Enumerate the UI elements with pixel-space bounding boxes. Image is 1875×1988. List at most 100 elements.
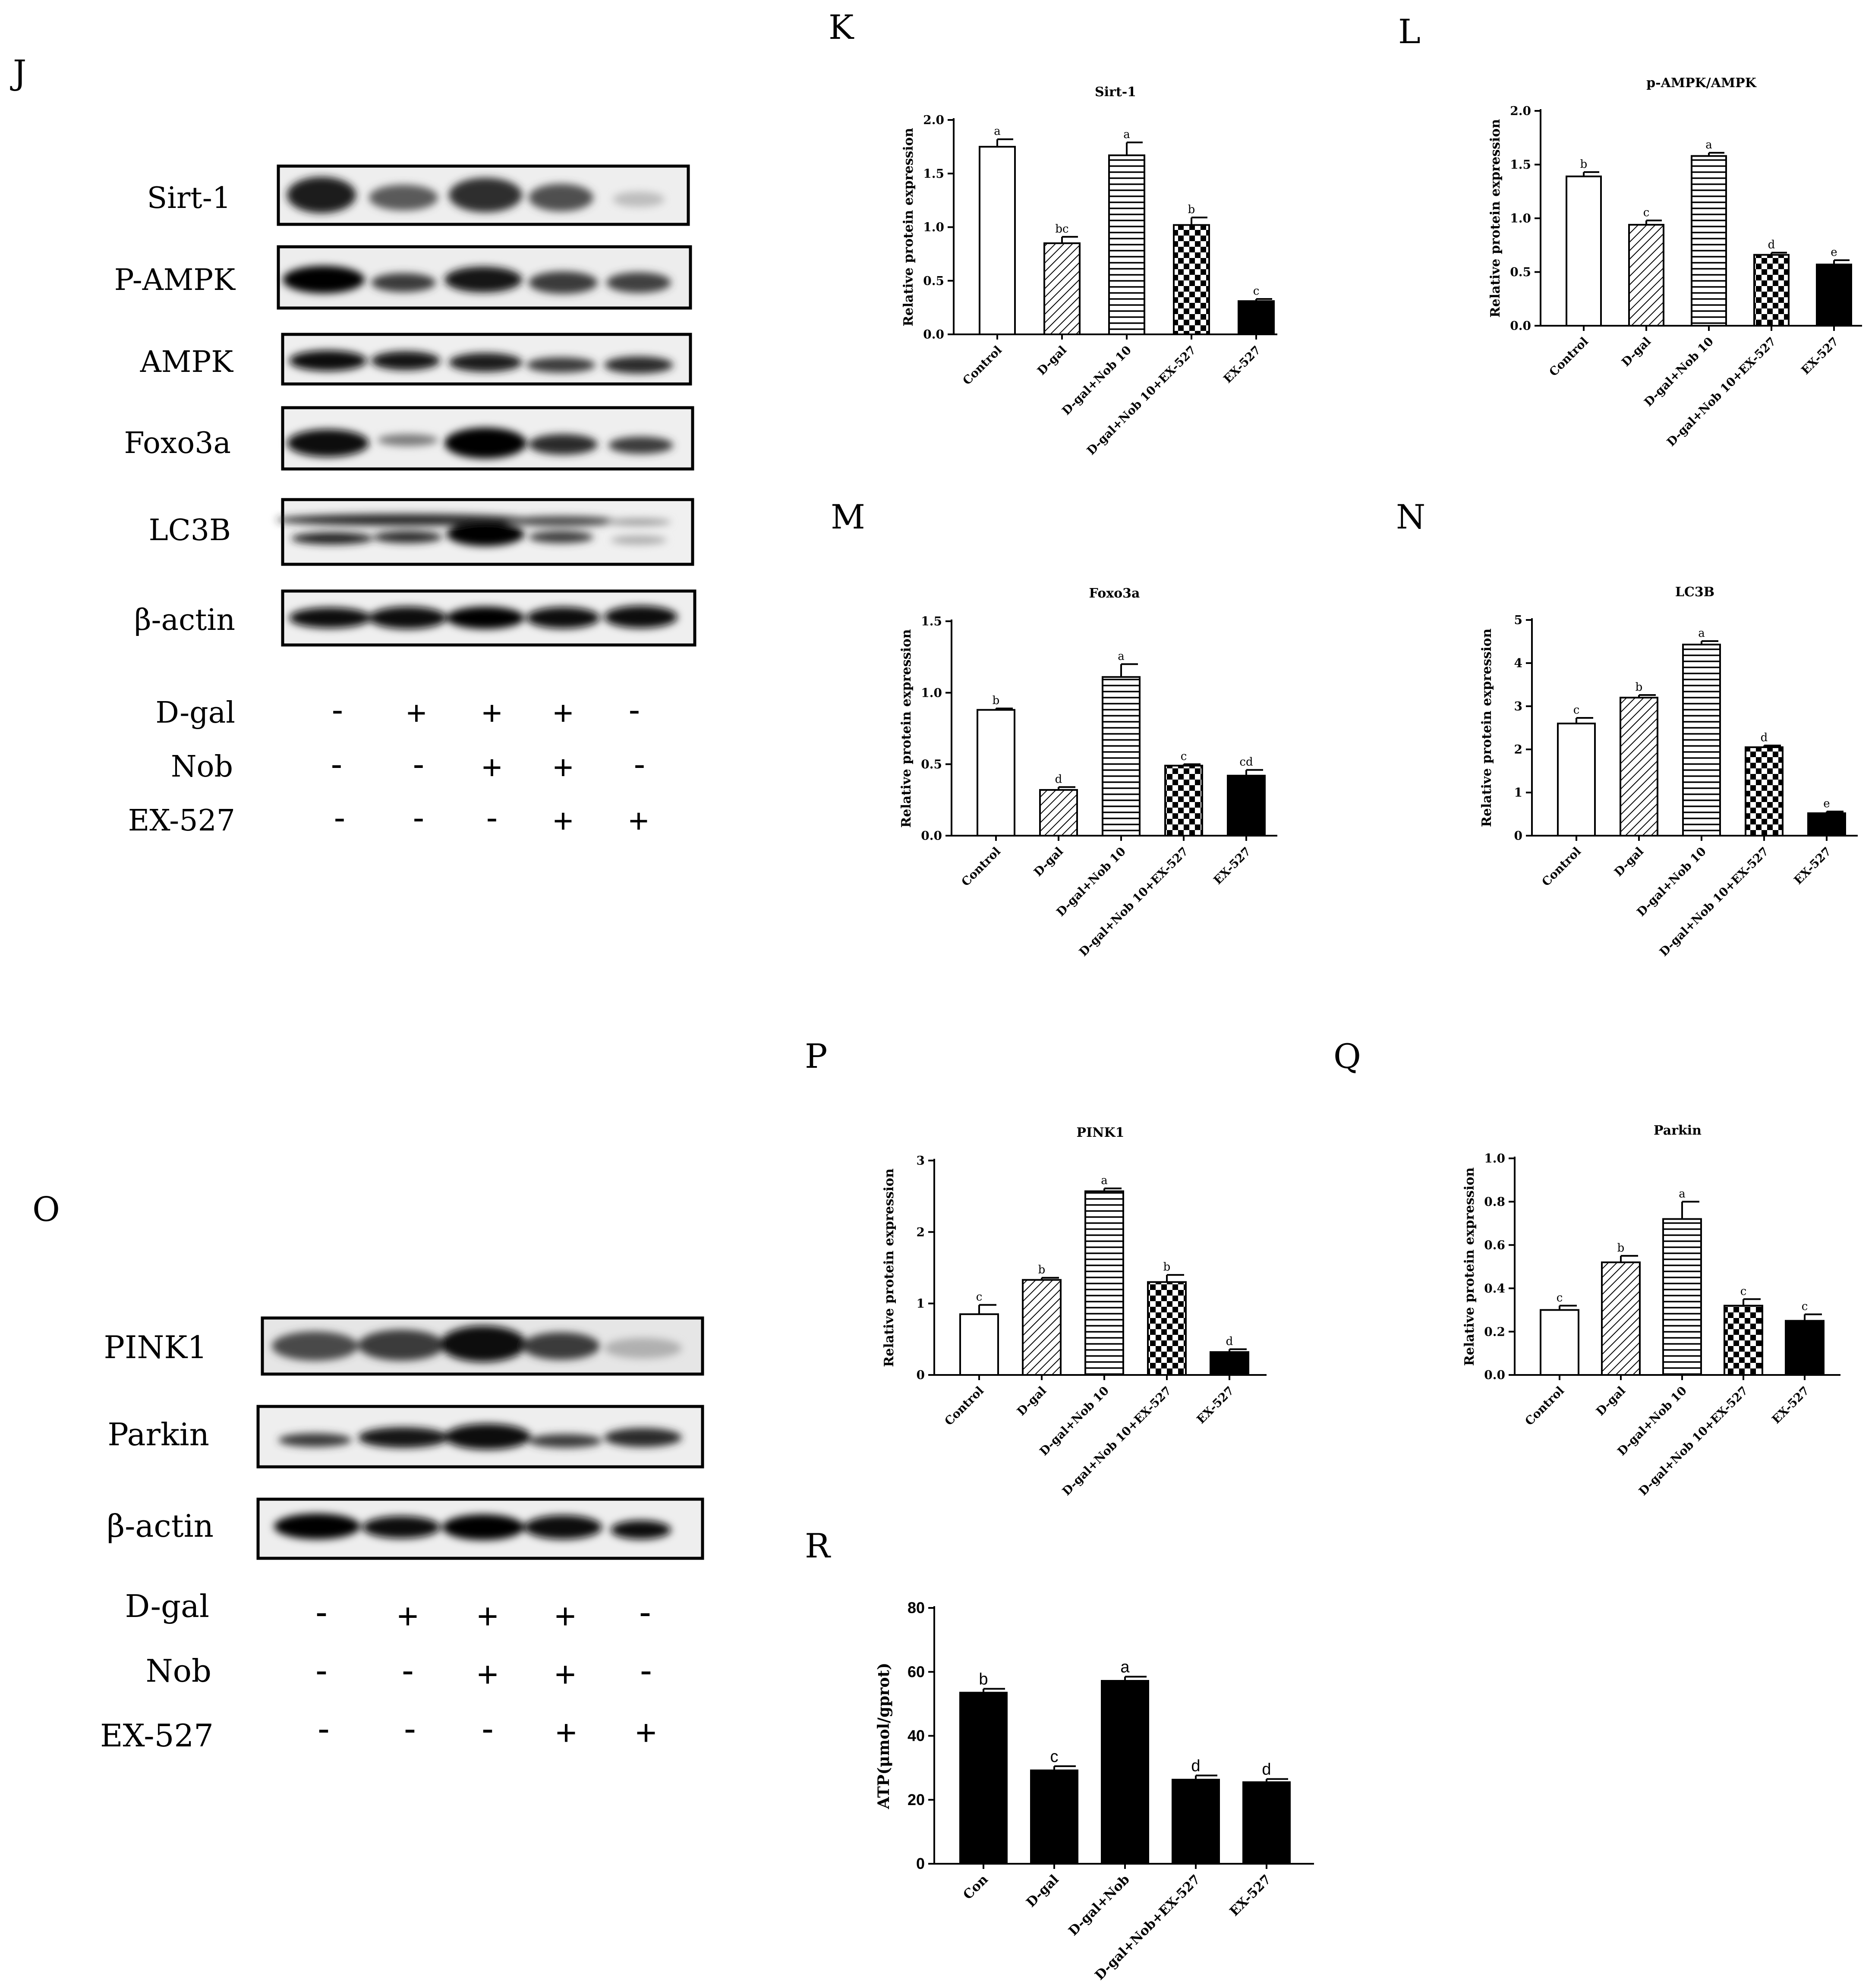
condition-sign: - (315, 1592, 328, 1632)
y-tick-label: 0 (917, 1368, 925, 1382)
bar (1601, 1261, 1641, 1376)
significance-letter: a (1123, 128, 1130, 141)
panel-letter-O: O (32, 1190, 60, 1229)
blot-strip-parkin (256, 1405, 704, 1469)
significance-letter: c (1802, 1300, 1808, 1313)
significance-letter: c (1643, 206, 1650, 219)
y-axis-label: Relative protein expression (1479, 629, 1494, 827)
condition-sign: + (553, 748, 574, 786)
condition-sign: + (482, 694, 502, 732)
y-tick-label: 1.5 (921, 614, 942, 629)
y-tick-label: 1 (1514, 786, 1522, 800)
y-tick-label: 20 (908, 1791, 925, 1809)
bar (1785, 1320, 1825, 1376)
significance-letter: a (1705, 138, 1712, 151)
x-category-label: Control (1539, 845, 1584, 889)
bar (1210, 1351, 1249, 1376)
condition-sign: + (477, 1654, 498, 1695)
significance-letter: c (1253, 285, 1260, 298)
chart-title: p-AMPK/AMPK (1646, 75, 1757, 91)
bar (1164, 764, 1203, 837)
condition-sign-row: - - - + + (334, 798, 649, 840)
significance-letter: c (1050, 1748, 1059, 1766)
condition-sign: - (634, 745, 646, 783)
significance-letter: d (1262, 1761, 1271, 1779)
condition-label: D-gal (125, 1588, 209, 1624)
significance-letter: b (1188, 203, 1195, 216)
x-category-label: D-gal+Nob 10+EX-527 (1077, 845, 1191, 959)
bar (1102, 676, 1141, 837)
y-axis-label: Relative protein expression (899, 629, 914, 827)
x-category-label: D-gal+Nob 10+EX-527 (1084, 343, 1199, 458)
bar (1173, 224, 1210, 336)
condition-sign: + (407, 694, 427, 732)
bar-chart-sirt1: Sirt-1 Relative protein expression 0.0 0.5 1… (901, 85, 1277, 458)
panel-letter-M: M (831, 498, 865, 537)
significance-letter: a (1118, 650, 1125, 663)
condition-sign: - (334, 798, 346, 837)
y-tick-label: 0 (1514, 829, 1522, 843)
x-category-label: D-gal (1619, 335, 1654, 369)
significance-letter: cd (1239, 756, 1253, 769)
bar (1030, 1769, 1078, 1865)
y-tick-label: 2 (1514, 742, 1522, 757)
bar (1540, 1309, 1579, 1376)
condition-sign-row: - - - + + (318, 1708, 657, 1753)
x-category-label: D-gal+Nob 10 (1054, 845, 1128, 919)
x-category-label: D-gal+Nob 10 (1037, 1384, 1111, 1458)
significance-letter: b (1580, 158, 1588, 171)
y-tick-label: 0.2 (1484, 1324, 1505, 1339)
y-tick-label: 1 (917, 1296, 925, 1311)
panel-letter-Q: Q (1333, 1037, 1361, 1076)
blot-strip-beta-actin (256, 1497, 704, 1560)
y-tick-label: 1.0 (923, 220, 944, 234)
condition-sign: - (413, 798, 425, 837)
significance-letter: c (1181, 750, 1187, 763)
condition-sign: - (318, 1708, 330, 1749)
significance-letter: a (1101, 1174, 1108, 1187)
significance-letter: b (1163, 1261, 1171, 1274)
bar (977, 709, 1015, 837)
panel-letter-K: K (829, 8, 854, 47)
x-category-label: EX-527 (1799, 335, 1841, 377)
blot-strip-ampk (281, 333, 692, 386)
band-label: β-actin (107, 1508, 214, 1544)
blot-strip-p-ampk (277, 245, 692, 310)
condition-sign: + (553, 802, 574, 840)
y-tick-label: 2.0 (1510, 104, 1531, 118)
y-tick-label: 4 (1514, 656, 1522, 670)
significance-letter: d (1761, 731, 1768, 744)
band-label: AMPK (140, 345, 233, 379)
condition-sign: - (629, 690, 640, 729)
condition-sign: - (639, 1592, 651, 1632)
condition-sign: + (482, 748, 502, 786)
significance-letter: e (1823, 797, 1830, 810)
significance-letter: d (1191, 1757, 1200, 1775)
x-category-label: D-gal+Nob 10 (1059, 343, 1134, 418)
y-tick-label: 40 (908, 1727, 925, 1745)
blot-strip-pink1 (261, 1316, 704, 1376)
x-category-label: Control (942, 1384, 986, 1428)
y-tick-label: 2 (917, 1225, 925, 1239)
condition-sign: - (332, 690, 343, 729)
condition-label: EX-527 (100, 1717, 214, 1754)
y-axis-label: Relative protein expression (1488, 119, 1503, 318)
x-category-label: Con (960, 1872, 991, 1903)
condition-sign: + (553, 694, 574, 732)
x-category-label: D-gal+Nob (1066, 1872, 1133, 1939)
significance-letter: b (1617, 1242, 1625, 1255)
condition-label: EX-527 (128, 804, 235, 838)
y-tick-label: 0.0 (1510, 319, 1531, 333)
x-category-label: D-gal+Nob 10+EX-527 (1664, 335, 1779, 449)
bar (1724, 1305, 1763, 1376)
x-category-label: EX-527 (1221, 343, 1264, 386)
significance-letter: c (1573, 704, 1580, 717)
y-tick-label: 3 (917, 1154, 925, 1168)
y-tick-label: 0.5 (923, 274, 944, 288)
significance-letter: c (1557, 1291, 1563, 1304)
condition-sign: - (640, 1650, 652, 1690)
significance-letter: bc (1055, 223, 1068, 236)
significance-letter: c (1740, 1285, 1747, 1298)
band-label: P-AMPK (114, 263, 236, 297)
bar (1745, 746, 1784, 837)
